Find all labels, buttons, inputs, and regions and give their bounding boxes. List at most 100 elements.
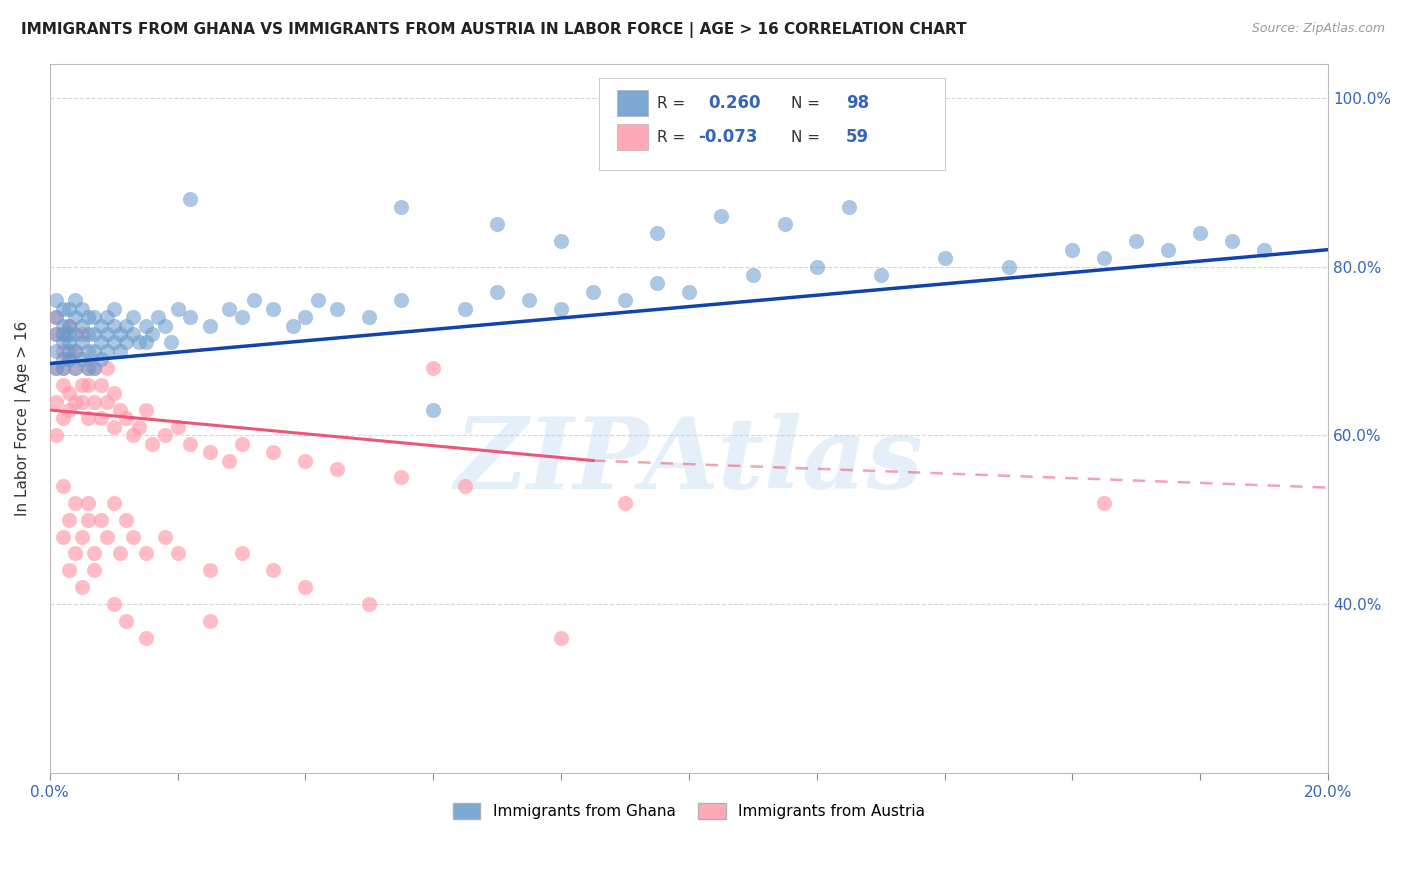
Point bbox=[51, 326, 73, 341]
Point bbox=[135, 318, 157, 333]
Point bbox=[153, 428, 176, 442]
Point bbox=[103, 386, 125, 401]
Point bbox=[359, 310, 381, 325]
Point bbox=[45, 310, 67, 325]
Point bbox=[198, 445, 221, 459]
Point bbox=[389, 201, 412, 215]
Point bbox=[243, 293, 266, 308]
Point bbox=[1189, 226, 1212, 240]
Point bbox=[121, 310, 143, 325]
Point bbox=[45, 428, 67, 442]
Point bbox=[65, 326, 87, 341]
Point bbox=[486, 218, 509, 232]
Point bbox=[128, 335, 150, 350]
Point bbox=[218, 453, 240, 467]
Point bbox=[1094, 251, 1116, 265]
Text: N =: N = bbox=[792, 95, 825, 111]
Point bbox=[58, 326, 80, 341]
Point bbox=[65, 310, 87, 325]
Point bbox=[83, 360, 105, 375]
Point bbox=[773, 218, 796, 232]
Point bbox=[1125, 234, 1147, 248]
Point bbox=[103, 301, 125, 316]
Point bbox=[198, 614, 221, 628]
Point bbox=[710, 209, 733, 223]
Point bbox=[135, 546, 157, 560]
Text: IMMIGRANTS FROM GHANA VS IMMIGRANTS FROM AUSTRIA IN LABOR FORCE | AGE > 16 CORRE: IMMIGRANTS FROM GHANA VS IMMIGRANTS FROM… bbox=[21, 22, 967, 38]
Point bbox=[121, 428, 143, 442]
Point bbox=[153, 529, 176, 543]
Point bbox=[454, 301, 477, 316]
Point bbox=[135, 631, 157, 645]
Point bbox=[166, 546, 188, 560]
Point bbox=[65, 360, 87, 375]
Point bbox=[96, 360, 118, 375]
Point bbox=[45, 394, 67, 409]
Point bbox=[51, 360, 73, 375]
Point bbox=[51, 411, 73, 425]
Point bbox=[51, 301, 73, 316]
Point bbox=[486, 285, 509, 299]
Legend: Immigrants from Ghana, Immigrants from Austria: Immigrants from Ghana, Immigrants from A… bbox=[447, 797, 931, 825]
Y-axis label: In Labor Force | Age > 16: In Labor Force | Age > 16 bbox=[15, 321, 31, 516]
Point bbox=[51, 479, 73, 493]
Point bbox=[77, 360, 100, 375]
Point bbox=[198, 318, 221, 333]
Point bbox=[179, 310, 201, 325]
Point bbox=[231, 436, 253, 450]
Point bbox=[96, 529, 118, 543]
Point bbox=[90, 411, 112, 425]
Point bbox=[838, 201, 860, 215]
Text: 0.260: 0.260 bbox=[709, 94, 761, 112]
Point bbox=[51, 343, 73, 358]
Point bbox=[65, 343, 87, 358]
Point bbox=[422, 360, 444, 375]
Point bbox=[294, 453, 316, 467]
Point bbox=[58, 513, 80, 527]
Point bbox=[45, 360, 67, 375]
Point bbox=[58, 403, 80, 417]
Point bbox=[77, 411, 100, 425]
Point bbox=[77, 326, 100, 341]
Point bbox=[281, 318, 304, 333]
Point bbox=[179, 436, 201, 450]
Point bbox=[326, 301, 349, 316]
Point bbox=[263, 445, 285, 459]
Point bbox=[550, 631, 572, 645]
Point bbox=[83, 563, 105, 577]
Point bbox=[83, 343, 105, 358]
Text: R =: R = bbox=[657, 129, 690, 145]
Point bbox=[108, 403, 131, 417]
Point bbox=[166, 301, 188, 316]
Text: ZIPAtlas: ZIPAtlas bbox=[454, 413, 924, 509]
Point bbox=[806, 260, 828, 274]
Point bbox=[83, 326, 105, 341]
Point bbox=[70, 377, 93, 392]
Point bbox=[422, 403, 444, 417]
Point bbox=[1094, 496, 1116, 510]
Point bbox=[58, 563, 80, 577]
Point bbox=[45, 293, 67, 308]
Point bbox=[115, 513, 138, 527]
Point bbox=[645, 226, 668, 240]
Point bbox=[70, 335, 93, 350]
Point bbox=[83, 394, 105, 409]
Point bbox=[58, 386, 80, 401]
Point bbox=[307, 293, 329, 308]
Point bbox=[179, 192, 201, 206]
Point bbox=[70, 529, 93, 543]
Point bbox=[65, 293, 87, 308]
Point bbox=[454, 479, 477, 493]
Point bbox=[58, 301, 80, 316]
Point bbox=[77, 310, 100, 325]
Point bbox=[65, 496, 87, 510]
Point bbox=[90, 513, 112, 527]
FancyBboxPatch shape bbox=[617, 90, 648, 116]
Point bbox=[517, 293, 540, 308]
Point bbox=[70, 394, 93, 409]
Text: Source: ZipAtlas.com: Source: ZipAtlas.com bbox=[1251, 22, 1385, 36]
Point bbox=[65, 360, 87, 375]
Point bbox=[65, 394, 87, 409]
Point bbox=[359, 597, 381, 611]
Point bbox=[294, 580, 316, 594]
